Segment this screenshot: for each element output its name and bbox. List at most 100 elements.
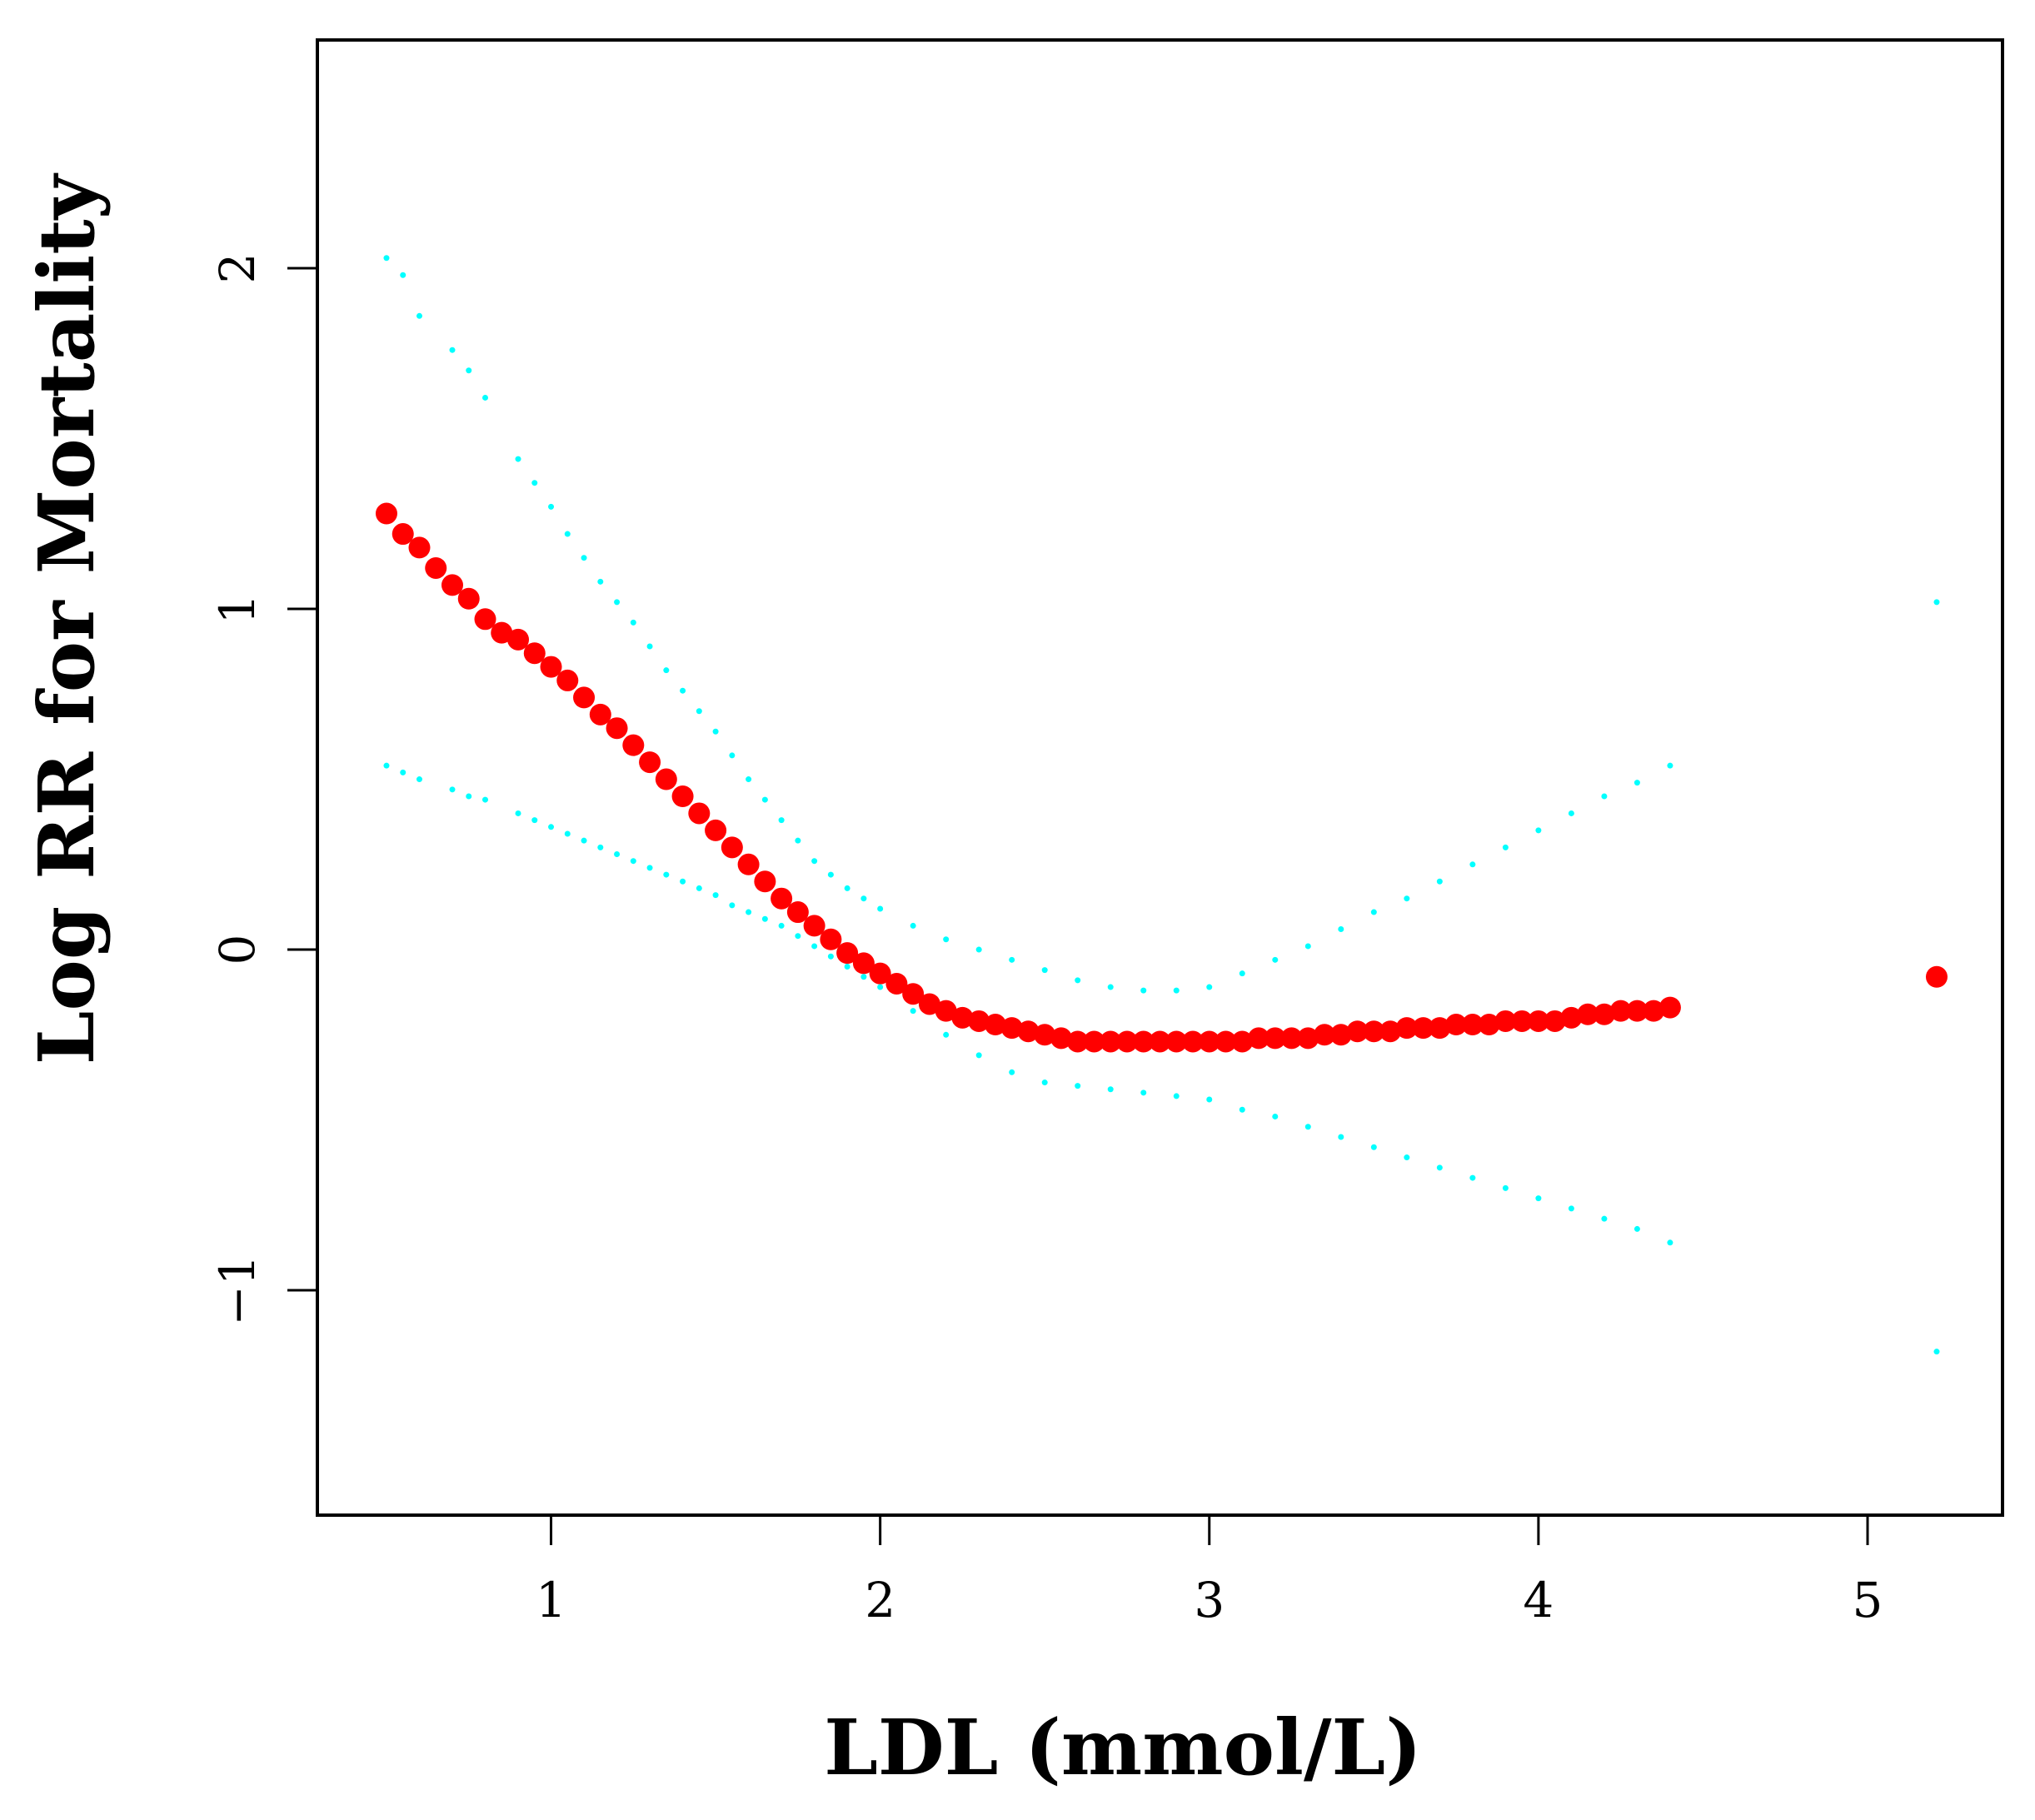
estimate-point xyxy=(705,819,727,841)
ci-point xyxy=(1436,878,1443,885)
ci-point xyxy=(482,796,489,803)
estimate-point xyxy=(425,556,447,579)
estimate-point xyxy=(1429,1017,1451,1040)
estimate-point xyxy=(1527,1010,1549,1032)
ci-point xyxy=(729,752,736,759)
ci-point xyxy=(1469,1174,1476,1181)
ci-point xyxy=(1107,1086,1114,1093)
estimate-point xyxy=(1643,1000,1665,1022)
ci-point xyxy=(663,667,670,674)
estimate-point xyxy=(1215,1030,1237,1053)
x-axis-title: LDL (mmol/L) xyxy=(824,1703,1422,1793)
ci-point xyxy=(482,394,489,401)
ci-point xyxy=(597,844,604,850)
ci-point xyxy=(1370,1144,1377,1150)
ci-point xyxy=(943,936,950,943)
estimate-point xyxy=(737,853,760,875)
estimate-point xyxy=(1132,1030,1155,1053)
ci-point xyxy=(910,922,916,929)
estimate-point xyxy=(1363,1020,1385,1043)
ci-point xyxy=(877,984,884,990)
estimate-point xyxy=(474,608,496,631)
ci-point xyxy=(1535,827,1542,834)
series-log-rr xyxy=(375,502,1948,1053)
ci-point xyxy=(564,531,571,537)
ci-point xyxy=(1041,967,1048,974)
estimate-point xyxy=(1626,1000,1648,1022)
ci-point xyxy=(1239,1106,1245,1113)
ci-point xyxy=(680,878,686,885)
ci-point xyxy=(1239,970,1245,977)
estimate-point xyxy=(688,802,711,825)
y-tick-label: 2 xyxy=(209,253,266,284)
estimate-point xyxy=(984,1014,1006,1036)
estimate-point xyxy=(1544,1010,1566,1032)
ci-point xyxy=(1009,1069,1015,1075)
ci-point xyxy=(1667,1239,1673,1246)
ci-point xyxy=(1140,1090,1147,1096)
estimate-point xyxy=(392,523,414,546)
ci-point xyxy=(943,1031,950,1038)
estimate-point xyxy=(589,703,611,726)
estimate-point xyxy=(902,983,925,1005)
ci-point xyxy=(696,885,702,891)
estimate-point xyxy=(1149,1030,1171,1053)
estimate-point xyxy=(1198,1030,1220,1053)
y-tick-label: −1 xyxy=(209,1254,266,1326)
estimate-point xyxy=(771,887,793,910)
ci-point xyxy=(416,312,422,319)
estimate-point xyxy=(1478,1014,1500,1036)
estimate-point xyxy=(1000,1017,1023,1040)
estimate-point xyxy=(1346,1020,1369,1043)
ci-point xyxy=(860,974,867,980)
ci-point xyxy=(1272,956,1279,963)
estimate-point xyxy=(1925,965,1948,988)
ci-point xyxy=(795,933,801,940)
estimate-point xyxy=(1100,1030,1122,1053)
estimate-point xyxy=(935,1000,957,1022)
estimate-point xyxy=(968,1010,990,1032)
ci-point xyxy=(746,776,752,783)
ci-point xyxy=(1469,861,1476,868)
estimate-point xyxy=(820,928,842,950)
series-upper-95-ci xyxy=(383,255,1940,994)
estimate-point xyxy=(1115,1030,1138,1053)
estimate-point xyxy=(951,1006,974,1029)
estimate-point xyxy=(441,574,463,596)
estimate-point xyxy=(1577,1003,1599,1025)
estimate-point xyxy=(1658,996,1681,1019)
estimate-point xyxy=(1609,1000,1632,1022)
ci-point xyxy=(827,953,834,960)
ci-point xyxy=(761,915,768,922)
ci-point xyxy=(827,871,834,878)
ci-point xyxy=(531,817,538,824)
estimate-point xyxy=(1494,1010,1517,1032)
ci-point xyxy=(860,895,867,902)
ci-point xyxy=(1667,762,1673,769)
estimate-point xyxy=(1280,1027,1303,1050)
ci-point xyxy=(564,830,571,837)
ci-point xyxy=(811,858,818,865)
ci-point xyxy=(761,796,768,803)
ci-point xyxy=(466,793,472,800)
estimate-point xyxy=(540,656,562,678)
ci-point xyxy=(1304,1124,1311,1130)
y-axis-title: Log RR for Mortality xyxy=(22,172,112,1065)
ci-point xyxy=(877,905,884,912)
estimate-point xyxy=(1017,1020,1040,1043)
ci-point xyxy=(1206,1096,1213,1103)
series-lower-95-ci xyxy=(383,762,1940,1355)
ci-point xyxy=(778,922,785,929)
estimate-point xyxy=(606,717,628,740)
estimate-point xyxy=(457,587,480,610)
estimate-point xyxy=(1034,1024,1056,1046)
estimate-point xyxy=(556,669,579,691)
ci-point xyxy=(1535,1195,1542,1202)
estimate-point xyxy=(721,836,743,859)
ci-point xyxy=(712,728,719,735)
ci-point xyxy=(581,837,587,844)
ci-point xyxy=(597,578,604,585)
ci-point xyxy=(515,456,521,462)
y-tick-label: 0 xyxy=(209,935,266,965)
ci-point xyxy=(811,943,818,950)
